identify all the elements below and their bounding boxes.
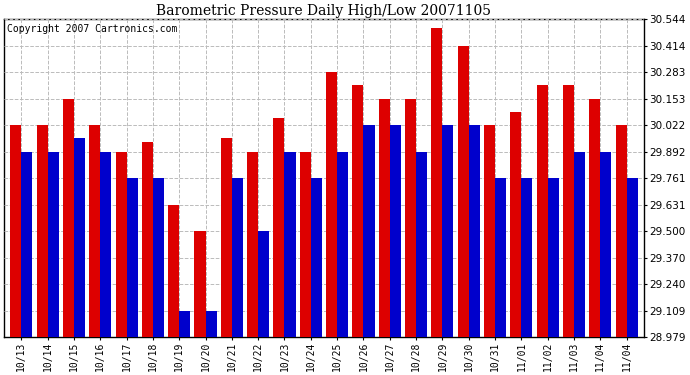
Bar (390, 125, 401, 337)
Bar (221, 138, 232, 337)
Bar (457, 46, 469, 337)
Bar (484, 125, 495, 337)
Bar (522, 178, 533, 337)
Bar (37, 125, 48, 337)
Bar (548, 178, 559, 337)
Bar (600, 152, 611, 337)
Bar (48, 152, 59, 337)
Bar (615, 125, 627, 337)
Bar (469, 125, 480, 337)
Bar (247, 152, 258, 337)
Bar (563, 85, 574, 337)
Bar (100, 152, 111, 337)
Bar (405, 99, 416, 337)
Bar (10, 125, 21, 337)
Bar (627, 178, 638, 337)
Bar (574, 152, 585, 337)
Title: Barometric Pressure Daily High/Low 20071105: Barometric Pressure Daily High/Low 20071… (157, 4, 491, 18)
Bar (364, 125, 375, 337)
Bar (537, 85, 548, 337)
Bar (195, 231, 206, 337)
Bar (299, 152, 310, 337)
Bar (495, 178, 506, 337)
Bar (206, 311, 217, 337)
Bar (63, 99, 74, 337)
Bar (126, 178, 137, 337)
Bar (89, 125, 100, 337)
Text: Copyright 2007 Cartronics.com: Copyright 2007 Cartronics.com (8, 24, 178, 34)
Bar (442, 125, 453, 337)
Bar (353, 85, 364, 337)
Bar (168, 205, 179, 337)
Bar (232, 178, 243, 337)
Bar (258, 231, 269, 337)
Bar (379, 99, 390, 337)
Bar (21, 152, 32, 337)
Bar (326, 72, 337, 337)
Bar (273, 118, 284, 337)
Bar (337, 152, 348, 337)
Bar (115, 152, 126, 337)
Bar (153, 178, 164, 337)
Bar (142, 142, 153, 337)
Bar (431, 28, 442, 337)
Bar (310, 178, 322, 337)
Bar (74, 138, 85, 337)
Bar (511, 112, 522, 337)
Bar (179, 311, 190, 337)
Bar (589, 99, 600, 337)
Bar (284, 152, 295, 337)
Bar (416, 152, 427, 337)
